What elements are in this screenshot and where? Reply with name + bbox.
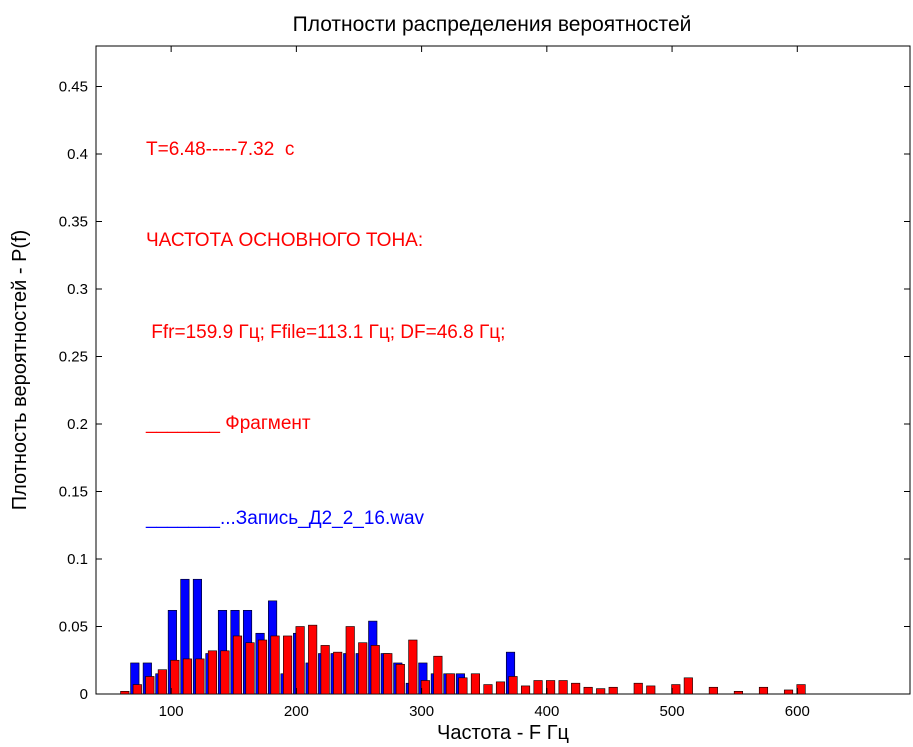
bar-series-1-15 [308,624,318,695]
bar-series-1-41 [646,685,656,695]
x-tick-label-1: 200 [284,703,309,720]
bar-series-1-48 [796,684,806,695]
plot-frame [95,45,911,695]
bar-series-1-16 [320,645,330,695]
bar-series-1-17 [333,651,343,695]
bar-series-1-11 [258,639,268,695]
bar-series-1-28 [470,673,480,695]
bar-series-1-25 [433,655,443,695]
x-axis-label: Частота - F Гц [437,722,569,744]
y-tick-label-4: 0.2 [67,416,88,433]
x-tick-label-5: 600 [785,703,810,720]
bar-series-1-2 [145,676,155,695]
bar-series-1-1 [132,684,142,695]
x-tick-label-0: 100 [159,703,184,720]
annotation-time-range: T=6.48-----7.32 c [146,139,294,160]
y-tick-label-5: 0.25 [59,349,88,366]
y-tick-label-3: 0.15 [59,484,88,501]
y-tick-label-6: 0.3 [67,281,88,298]
annotation-pitch-heading: ЧАСТОТА ОСНОВНОГО ТОНА: [146,230,423,251]
x-tick-label-4: 500 [660,703,685,720]
bar-series-1-43 [683,677,693,695]
bar-series-1-12 [270,635,280,695]
bar-series-1-46 [758,686,769,695]
y-tick-label-9: 0.45 [59,79,88,96]
annotation-frequency-values: Ffr=159.9 Гц; Ffile=113.1 Гц; DF=46.8 Гц… [146,322,505,343]
bar-series-1-37 [583,686,593,695]
bar-series-1-30 [495,681,506,695]
bar-series-1-6 [195,658,205,695]
y-tick-label-1: 0.05 [59,619,88,636]
x-tick-label-3: 400 [534,703,559,720]
bar-series-1-26 [445,673,455,695]
bar-series-1-7 [207,650,218,695]
ticks-layer: 0 0.05 0.1 0.15 0.2 0.25 0.3 0.35 0.4 0.45 100 200 3… [59,46,910,720]
bar-series-1-40 [633,682,643,695]
bar-series-1-4 [170,659,180,695]
y-tick-label-2: 0.1 [67,551,88,568]
bar-series-1-9 [232,635,243,695]
bar-series-1-20 [370,645,380,695]
bar-series-1-14 [295,626,305,695]
bar-series-1-22 [395,663,405,695]
x-tick-label-2: 300 [409,703,434,720]
y-tick-label-0: 0 [80,686,88,703]
bar-series-1-3 [157,669,167,695]
y-tick-label-7: 0.35 [59,214,88,231]
annotations: T=6.48-----7.32 c ЧАСТОТА ОСНОВНОГО ТОНА… [145,139,505,529]
plot-area: 0 0.05 0.1 0.15 0.2 0.25 0.3 0.35 0.4 0.45 100 200 3… [59,45,911,720]
bar-series-1-34 [546,680,556,695]
legend-recording: _______...Запись_Д2_2_16.wav [145,508,425,529]
bar-series-1-29 [483,684,493,695]
bar-series-1-19 [358,642,368,695]
bar-series-1-45 [733,690,743,695]
bar-series-1-23 [408,639,418,695]
bar-series-1-39 [608,686,618,695]
y-tick-label-8: 0.4 [67,146,88,163]
bar-series-1-42 [671,684,681,695]
bar-series-1-36 [571,682,581,695]
bar-series-1-47 [783,689,794,695]
bar-series-1-21 [383,653,393,695]
bar-series-1-18 [345,626,355,695]
bar-series-1-38 [596,688,606,695]
bar-series-1-44 [708,686,718,695]
bar-series-1-31 [508,676,518,695]
chart-title: Плотности распределения вероятностей [293,13,692,36]
bar-series-1-24 [420,680,430,695]
bar-series-1-8 [220,650,230,695]
bar-series-1-0 [120,690,130,695]
bar-series-1-27 [458,677,468,695]
bar-series-1-10 [245,642,255,695]
bar-series-1-13 [283,635,293,695]
bar-series-1-33 [533,680,543,695]
bars-layer [120,578,806,695]
bar-series-1-32 [520,685,531,695]
bar-series-1-5 [182,658,192,695]
legend-fragment: _______ Фрагмент [145,413,311,434]
bar-series-1-35 [558,680,568,695]
y-axis-label: Плотность вероятностей - P(f) [9,230,31,511]
